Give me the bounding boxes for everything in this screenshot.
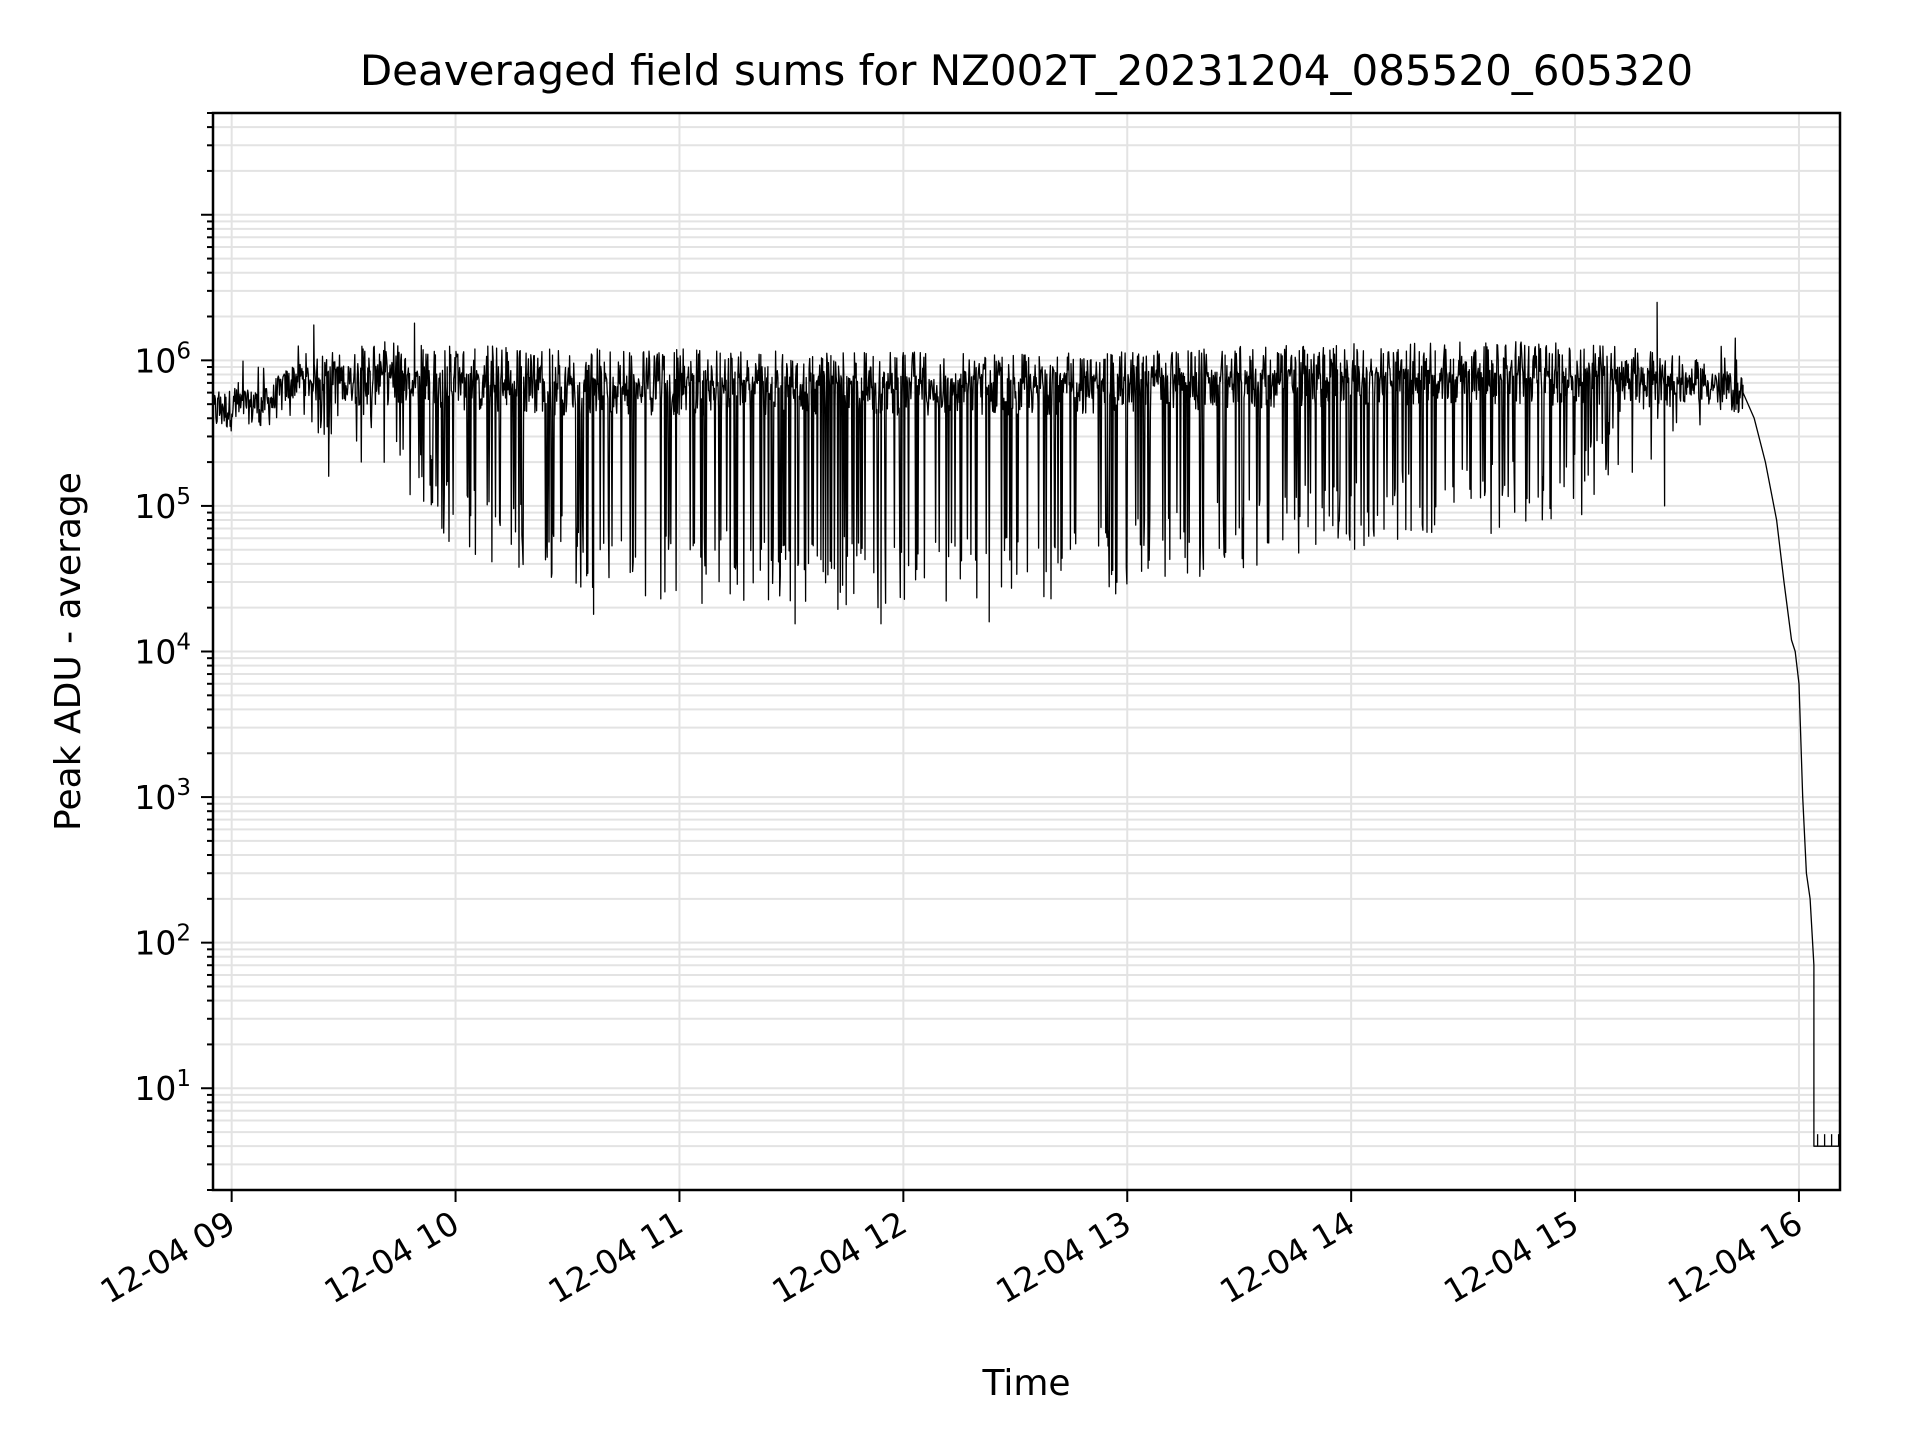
tick-marks [201, 112, 1800, 1202]
x-tick-label: 12-04 11 [541, 1203, 689, 1311]
y-tick-label: 105 [134, 484, 191, 526]
x-tick-label: 12-04 12 [765, 1203, 913, 1311]
x-tick-label: 12-04 13 [989, 1203, 1137, 1311]
y-tick-label: 102 [134, 921, 191, 963]
x-tick-label: 12-04 15 [1437, 1203, 1585, 1311]
x-tick-label: 12-04 10 [318, 1203, 466, 1311]
series-line [212, 301, 1840, 1147]
x-tick-label: 12-04 14 [1213, 1203, 1361, 1311]
x-tick-label: 12-04 16 [1661, 1203, 1809, 1311]
y-tick-label: 103 [134, 775, 191, 817]
chart-title: Deaveraged field sums for NZ002T_2023120… [360, 46, 1693, 95]
grid-lines [213, 112, 1840, 1191]
y-tick-label: 106 [134, 338, 191, 380]
y-tick-label: 104 [134, 630, 191, 672]
y-axis-label: Peak ADU - average [48, 472, 89, 831]
x-tick-label: 12-04 09 [94, 1203, 242, 1311]
y-tick-label: 101 [134, 1066, 191, 1108]
x-axis-label: Time [981, 1363, 1070, 1404]
series-layer [212, 301, 1840, 1147]
